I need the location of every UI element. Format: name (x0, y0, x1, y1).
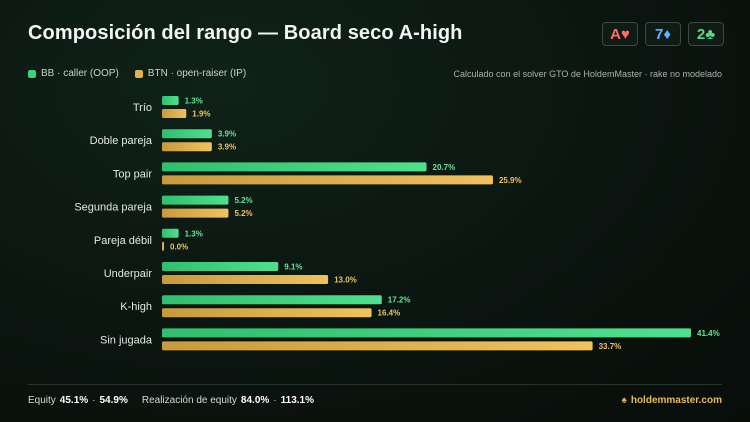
btn-bar (162, 109, 187, 118)
heart-suit-icon: ♥ (620, 25, 630, 43)
category-label: Pareja débil (94, 235, 152, 247)
bb-bar (162, 295, 382, 305)
solver-note: Calculado con el solver GTO de HoldemMas… (453, 69, 722, 79)
btn-bar (162, 341, 593, 351)
realization-separator: · (273, 395, 277, 406)
bb-value-label: 5.2% (234, 196, 252, 205)
btn-value-label: 1.9% (192, 110, 210, 119)
bb-value-label: 3.9% (218, 130, 236, 139)
card-rank: 7 (655, 25, 664, 43)
btn-bar (162, 175, 493, 185)
legend-label-btn: BTN · open-raiser (IP) (147, 68, 247, 79)
btn-value-label: 5.2% (234, 209, 252, 218)
equity-btn-value: 54.9% (99, 395, 128, 406)
board-card-1: A ♥ (602, 22, 638, 46)
spade-icon: ♠ (621, 395, 627, 406)
chart-legend: BB · caller (OOP) BTN · open-raiser (IP) (28, 68, 246, 79)
equity-label: Equity (28, 395, 56, 406)
bb-value-label: 20.7% (433, 163, 456, 172)
legend-swatch-btn (134, 69, 143, 78)
club-suit-icon: ♣ (705, 25, 716, 43)
category-label: Top pair (113, 168, 152, 180)
bb-value-label: 1.3% (185, 97, 203, 106)
bb-bar (162, 162, 427, 172)
category-label: Underpair (104, 268, 153, 280)
bb-bar (162, 195, 229, 205)
bb-bar (162, 228, 179, 238)
btn-bar (162, 208, 229, 218)
footer-divider (28, 384, 722, 385)
btn-value-label: 16.4% (378, 309, 401, 318)
bb-bar (162, 262, 279, 271)
category-label: Doble pareja (90, 135, 153, 147)
card-rank: 2 (696, 25, 706, 43)
bb-bar (162, 96, 179, 105)
realization-bb-value: 84.0% (240, 395, 270, 406)
btn-value-label: 3.9% (218, 143, 236, 152)
bb-value-label: 9.1% (284, 263, 302, 272)
board-cards: A ♥ 7 ♦ 2 ♣ (602, 22, 724, 46)
btn-bar (162, 308, 372, 318)
realization-label: Realización de equity (141, 395, 237, 406)
bb-value-label: 1.3% (185, 229, 203, 238)
board-card-3: 2 ♣ (688, 22, 724, 46)
btn-value-label: 33.7% (599, 342, 622, 351)
btn-value-label: 13.0% (334, 276, 357, 285)
bb-bar (162, 129, 212, 139)
card-rank: A (610, 25, 621, 43)
legend-item-btn: BTN · open-raiser (IP) (134, 68, 247, 79)
bar-chart: Trío 1.3% 1.9% Doble pareja 3.9% 3.9% Top pair… (74, 96, 720, 351)
bb-bar (162, 328, 691, 338)
footer-stats: Equity 45.1% · 54.9% Realización de equi… (28, 395, 314, 406)
equity-bb-value: 45.1% (59, 395, 89, 406)
bb-value-label: 41.4% (697, 329, 720, 338)
brand-label: holdemmaster.com (630, 395, 722, 406)
chart-title: Composición del rango — Board seco A-hig… (28, 22, 463, 44)
category-label: Segunda pareja (74, 202, 153, 214)
brand-link[interactable]: ♠ holdemmaster.com (622, 395, 722, 406)
bb-value-label: 17.2% (388, 296, 411, 305)
realization-btn-value: 113.1% (280, 395, 314, 406)
btn-value-label: 25.9% (499, 176, 522, 185)
diamond-suit-icon: ♦ (663, 25, 671, 43)
legend-item-bb: BB · caller (OOP) (28, 68, 119, 79)
category-label: K-high (120, 301, 152, 313)
equity-separator: · (92, 395, 96, 406)
category-label: Trío (133, 102, 152, 114)
equity-stat: Equity 45.1% · 54.9% (28, 395, 128, 406)
category-label: Sin jugada (100, 334, 153, 346)
btn-bar (162, 275, 329, 284)
btn-bar (162, 241, 164, 251)
realization-stat: Realización de equity 84.0% · 113.1% (142, 395, 314, 406)
legend-swatch-bb (28, 69, 36, 78)
btn-value-label: 0.0% (170, 242, 188, 251)
btn-bar (162, 142, 212, 152)
legend-label-bb: BB · caller (OOP) (41, 68, 119, 79)
board-card-2: 7 ♦ (645, 22, 681, 46)
